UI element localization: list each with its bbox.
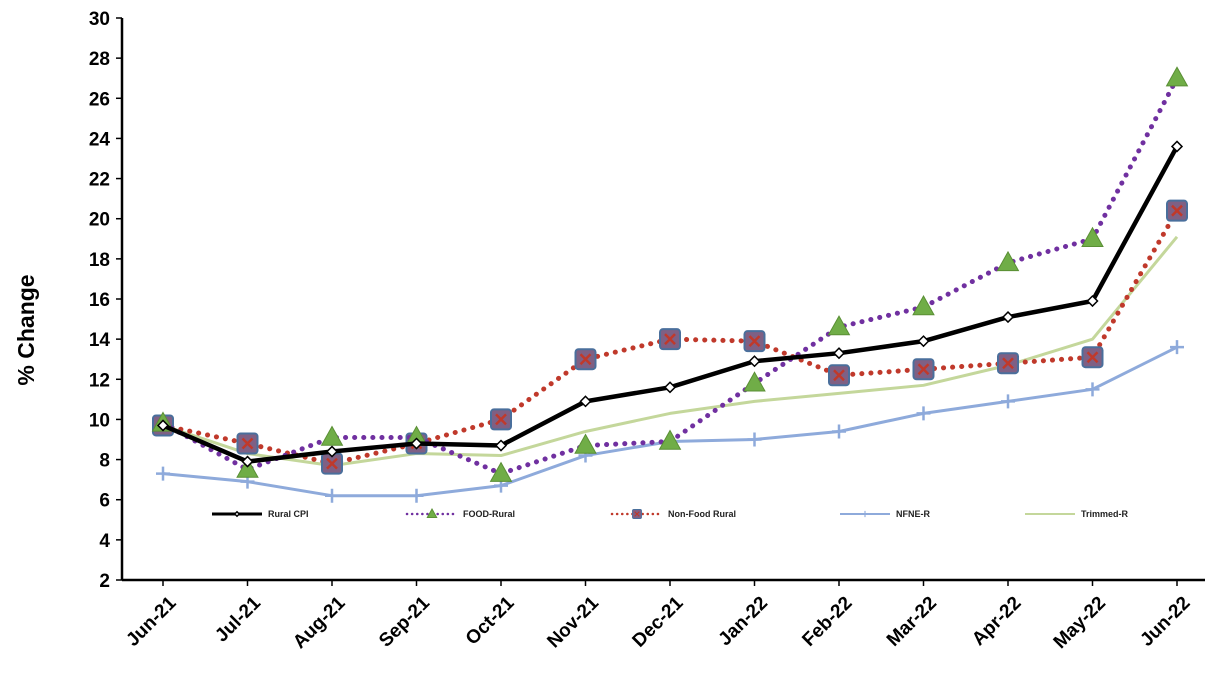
x-tick-label: Jul-21 xyxy=(211,592,265,646)
legend-item: Trimmed-R xyxy=(1025,509,1129,519)
point-marker-cross xyxy=(1171,204,1183,217)
x-axis-ticks: Jun-21 Jul-21 Aug-21 Sep-21 Oct-21 Nov-21 Dec-… xyxy=(122,580,1195,653)
point-marker xyxy=(747,432,762,447)
y-tick-label: 16 xyxy=(89,290,110,311)
series-line xyxy=(162,345,1178,498)
point-marker xyxy=(156,466,170,481)
y-tick-label: 18 xyxy=(89,250,110,271)
y-tick-label: 30 xyxy=(89,9,110,30)
legend-label: Non-Food Rural xyxy=(668,509,736,519)
point-marker xyxy=(236,457,259,478)
x-tick-label: Oct-21 xyxy=(462,592,519,649)
point-marker-cross xyxy=(1002,357,1014,370)
y-tick-label: 20 xyxy=(89,210,110,231)
point-marker xyxy=(832,347,846,360)
point-marker xyxy=(861,510,869,518)
series-food-rural xyxy=(151,66,1189,482)
point-marker xyxy=(579,395,592,408)
x-tick-label: Nov-21 xyxy=(543,592,603,652)
point-marker xyxy=(325,445,339,458)
y-tick-label: 4 xyxy=(99,531,110,552)
x-tick-label: Jan-22 xyxy=(715,593,772,650)
point-marker xyxy=(743,371,766,392)
legend-label: Rural CPI xyxy=(268,509,309,519)
x-tick-label: May-22 xyxy=(1050,593,1110,653)
y-tick-label: 22 xyxy=(89,170,110,191)
point-marker xyxy=(241,455,254,468)
point-marker-cross xyxy=(1086,351,1099,364)
legend-label: Trimmed-R xyxy=(1081,509,1129,519)
x-tick-label: Jun-21 xyxy=(122,592,180,650)
point-marker xyxy=(574,433,597,454)
point-marker xyxy=(426,508,438,518)
point-marker xyxy=(832,424,846,439)
point-marker-cross xyxy=(634,511,640,517)
point-marker xyxy=(1085,382,1100,397)
point-marker-cross xyxy=(917,363,930,376)
y-tick-label: 26 xyxy=(89,89,110,110)
point-marker xyxy=(1170,140,1184,153)
point-marker xyxy=(320,425,344,446)
point-marker xyxy=(658,429,682,450)
point-marker-cross xyxy=(833,369,845,382)
legend-item: Non-Food Rural xyxy=(610,509,736,519)
x-tick-label: Feb-22 xyxy=(798,593,856,651)
legend: Rural CPI FOOD-Rural Non-Food Rural NFNE-R T… xyxy=(212,508,1129,519)
point-marker xyxy=(156,419,170,432)
y-tick-label: 2 xyxy=(99,571,110,592)
legend-label: NFNE-R xyxy=(896,509,930,519)
point-marker xyxy=(912,295,935,316)
point-marker-cross xyxy=(495,413,507,426)
y-axis-label: % Change xyxy=(13,274,39,385)
x-tick-label: Dec-21 xyxy=(629,592,688,651)
point-marker-cross xyxy=(241,437,254,450)
point-marker xyxy=(409,488,424,503)
point-marker xyxy=(916,406,931,421)
y-tick-label: 8 xyxy=(99,451,110,472)
legend-label: FOOD-Rural xyxy=(463,509,515,519)
point-marker xyxy=(663,381,677,394)
y-tick-label: 6 xyxy=(99,491,110,512)
point-marker xyxy=(410,437,423,450)
point-marker-cross xyxy=(664,333,676,346)
series-nfne-r xyxy=(156,340,1184,503)
point-marker xyxy=(1001,394,1015,409)
point-marker xyxy=(996,250,1020,272)
point-marker xyxy=(1081,226,1104,247)
y-tick-label: 12 xyxy=(89,370,110,391)
x-tick-label: Mar-22 xyxy=(883,593,941,651)
point-marker xyxy=(1170,340,1184,355)
y-tick-label: 24 xyxy=(89,129,111,150)
point-marker xyxy=(748,355,761,368)
point-marker xyxy=(494,439,508,452)
x-tick-label: Sep-21 xyxy=(375,592,434,651)
point-marker xyxy=(1165,66,1189,87)
point-marker xyxy=(233,510,241,518)
point-marker-cross xyxy=(748,335,761,348)
point-marker xyxy=(1086,294,1099,308)
series-layer xyxy=(151,66,1189,503)
point-marker xyxy=(489,461,513,482)
point-marker xyxy=(1001,311,1015,324)
y-tick-label: 14 xyxy=(89,330,111,351)
legend-item: FOOD-Rural xyxy=(405,508,515,519)
y-tick-label: 28 xyxy=(89,49,110,70)
x-tick-label: Jun-22 xyxy=(1136,593,1194,651)
x-tick-label: Apr-22 xyxy=(968,593,1025,650)
legend-item: Rural CPI xyxy=(212,509,309,519)
x-tick-label: Aug-21 xyxy=(289,592,350,653)
y-tick-label: 10 xyxy=(89,410,110,431)
point-marker xyxy=(917,335,930,348)
point-marker-cross xyxy=(326,457,338,470)
series-rural-cpi xyxy=(156,140,1184,468)
legend-item: NFNE-R xyxy=(840,509,930,519)
point-marker-cross xyxy=(579,353,592,366)
point-marker xyxy=(827,315,851,336)
point-marker xyxy=(325,488,339,503)
